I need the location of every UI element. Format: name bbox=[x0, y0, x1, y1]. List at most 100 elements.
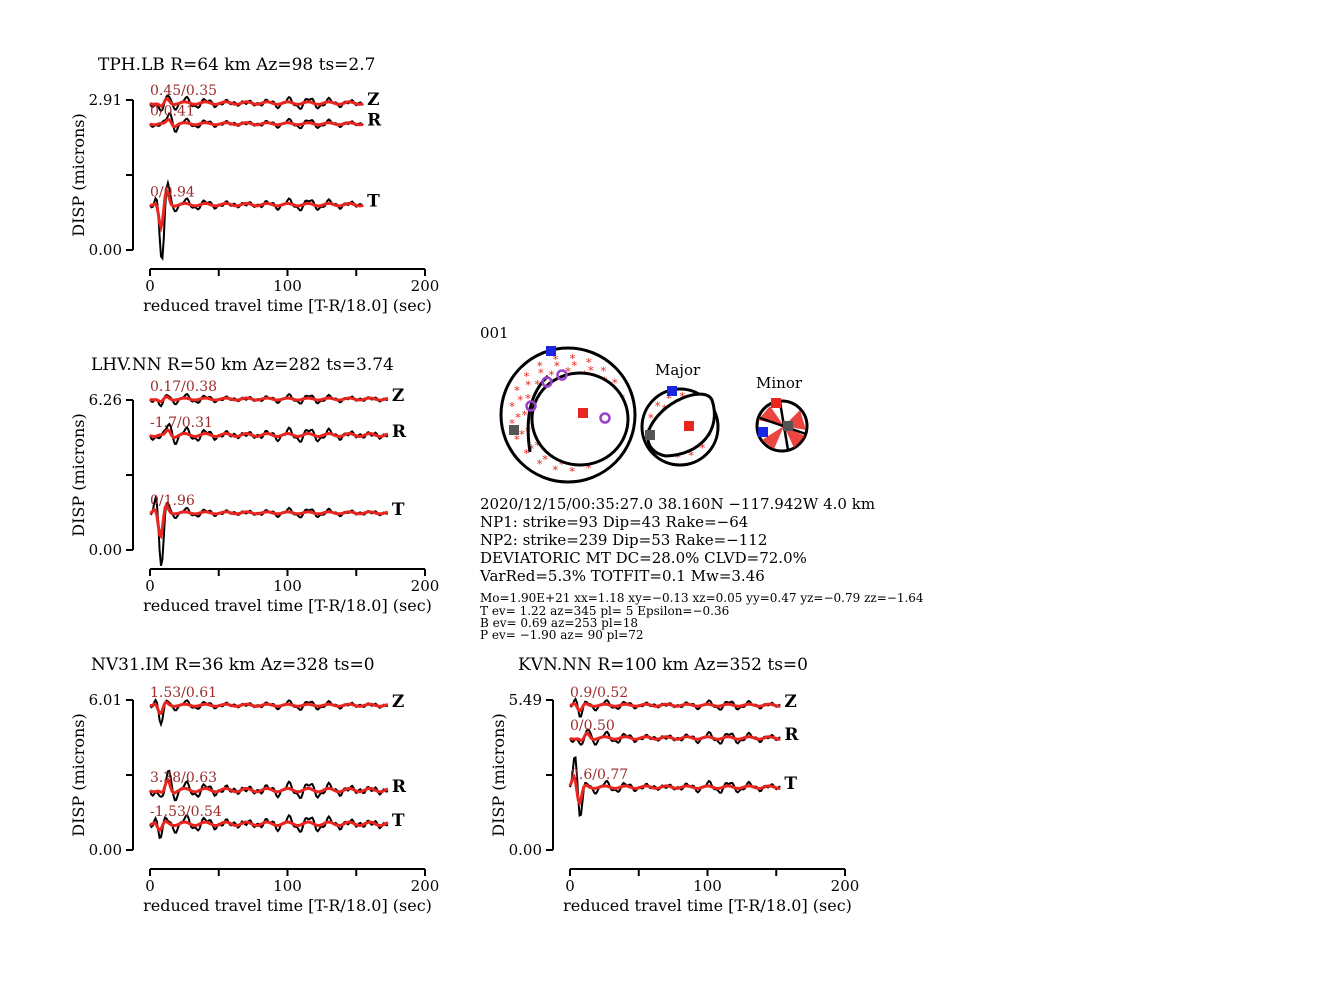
synthetic-trace-t bbox=[150, 819, 389, 833]
x-axis-label: reduced travel time [T-R/18.0] (sec) bbox=[143, 296, 432, 315]
compression-marker: * bbox=[666, 393, 672, 406]
shift-label-t: 0/1.96 bbox=[150, 493, 195, 509]
t-axis-marker bbox=[546, 346, 556, 356]
shift-label-t: -1.53/0.54 bbox=[150, 804, 222, 820]
synthetic-trace-z bbox=[149, 395, 389, 404]
shift-label-z: 1.53/0.61 bbox=[150, 685, 217, 701]
component-label-z: Z bbox=[392, 386, 404, 406]
compression-marker: * bbox=[542, 453, 548, 466]
compression-marker: * bbox=[538, 367, 544, 380]
x-tick-label: 0 bbox=[145, 277, 155, 295]
y-tick-label: 0.00 bbox=[509, 841, 542, 859]
shift-label-r: 0/0.50 bbox=[570, 718, 615, 734]
y-axis-label: DISP (microns) bbox=[69, 113, 88, 237]
compression-marker: * bbox=[514, 434, 520, 447]
x-tick-label: 100 bbox=[273, 877, 302, 895]
panel-title: KVN.NN R=100 km Az=352 ts=0 bbox=[518, 655, 808, 675]
component-label-r: R bbox=[392, 777, 407, 797]
panel-title: LHV.NN R=50 km Az=282 ts=3.74 bbox=[91, 355, 394, 375]
component-label-z: Z bbox=[784, 692, 796, 712]
major-label: Major bbox=[655, 361, 701, 379]
compression-marker: * bbox=[586, 462, 592, 475]
component-label-r: R bbox=[784, 725, 799, 745]
synthetic-trace-z bbox=[150, 700, 389, 715]
compression-marker: * bbox=[517, 394, 523, 407]
x-tick-label: 0 bbox=[565, 877, 575, 895]
compression-marker: * bbox=[675, 451, 681, 464]
y-tick-label: 6.26 bbox=[89, 391, 122, 409]
beachball-major: ************************* bbox=[640, 386, 720, 467]
compression-marker: * bbox=[588, 365, 594, 378]
y-axis-label: DISP (microns) bbox=[489, 713, 508, 837]
beachball-main: ****************************************… bbox=[499, 346, 637, 484]
x-tick-label: 200 bbox=[831, 877, 860, 895]
np2-line: NP2: strike=239 Dip=53 Rake=−112 bbox=[480, 531, 767, 549]
synthetic-trace-z bbox=[569, 702, 781, 713]
compression-marker: * bbox=[559, 459, 565, 472]
compression-marker: * bbox=[700, 442, 706, 455]
compression-marker: * bbox=[549, 369, 555, 382]
deviatoric-line: DEVIATORIC MT DC=28.0% CLVD=72.0% bbox=[480, 549, 807, 567]
np1-line: NP1: strike=93 Dip=43 Rake=−64 bbox=[480, 513, 748, 531]
component-label-z: Z bbox=[367, 90, 379, 110]
shift-label-z: 0.45/0.35 bbox=[150, 83, 217, 99]
x-axis-label: reduced travel time [T-R/18.0] (sec) bbox=[143, 596, 432, 615]
panel-title: NV31.IM R=36 km Az=328 ts=0 bbox=[91, 655, 375, 675]
x-tick-label: 0 bbox=[145, 577, 155, 595]
shift-label-r: 3.38/0.63 bbox=[150, 770, 217, 786]
compression-marker: * bbox=[688, 449, 694, 462]
synthetic-trace-t bbox=[149, 186, 364, 233]
beachball-minor bbox=[755, 398, 809, 453]
x-tick-label: 200 bbox=[411, 277, 440, 295]
b-axis-marker bbox=[509, 425, 519, 435]
compression-marker: * bbox=[648, 412, 654, 425]
compression-marker: * bbox=[524, 370, 530, 383]
x-axis-label: reduced travel time [T-R/18.0] (sec) bbox=[143, 896, 432, 915]
panel-tph-lb: TPH.LB R=64 km Az=98 ts=2.7 0.00 2.91DISP … bbox=[69, 55, 439, 315]
shift-label-z: 0.17/0.38 bbox=[150, 379, 217, 395]
component-label-r: R bbox=[392, 422, 407, 442]
component-label-z: Z bbox=[392, 692, 404, 712]
p-eigen-line: P ev= −1.90 az= 90 pl=72 bbox=[480, 628, 644, 642]
compression-marker: * bbox=[509, 417, 515, 430]
x-tick-label: 200 bbox=[411, 577, 440, 595]
panel-kvn-nn: KVN.NN R=100 km Az=352 ts=0 0.00 5.49DISP … bbox=[489, 655, 859, 915]
compression-marker: * bbox=[565, 366, 571, 379]
synthetic-trace-t bbox=[149, 502, 389, 540]
first-motion-marker bbox=[525, 400, 537, 412]
x-tick-label: 100 bbox=[273, 577, 302, 595]
compression-marker: * bbox=[569, 466, 575, 479]
b-axis-marker bbox=[645, 430, 655, 440]
component-label-t: T bbox=[784, 774, 797, 794]
synthetic-trace-r bbox=[149, 118, 364, 129]
shift-label-t: 0.6/0.77 bbox=[570, 767, 628, 783]
y-tick-label: 6.01 bbox=[89, 691, 122, 709]
synthetic-trace-z bbox=[149, 96, 364, 108]
y-axis-label: DISP (microns) bbox=[69, 413, 88, 537]
x-tick-label: 0 bbox=[145, 877, 155, 895]
synthetic-trace-t bbox=[568, 773, 781, 808]
t-axis-marker bbox=[667, 386, 677, 396]
x-tick-label: 100 bbox=[273, 277, 302, 295]
shift-label-r: 0/0.41 bbox=[150, 104, 195, 120]
compression-marker: * bbox=[509, 400, 515, 413]
compression-marker: * bbox=[525, 392, 531, 405]
compression-marker: * bbox=[535, 378, 541, 391]
compression-marker: * bbox=[572, 359, 578, 372]
x-axis-label: reduced travel time [T-R/18.0] (sec) bbox=[563, 896, 852, 915]
solution-info: 2020/12/15/00:35:27.0 38.160N −117.942W … bbox=[479, 495, 924, 642]
shift-label-r: -1.7/0.31 bbox=[150, 415, 213, 431]
component-label-t: T bbox=[367, 192, 380, 212]
run-id-label: 001 bbox=[480, 324, 509, 342]
compression-marker: * bbox=[655, 400, 661, 413]
x-tick-label: 200 bbox=[411, 877, 440, 895]
b-eigen-line: B ev= 0.69 az=253 pl=18 bbox=[480, 616, 638, 630]
x-tick-label: 100 bbox=[693, 877, 722, 895]
compression-marker: * bbox=[553, 354, 559, 367]
first-motion-marker bbox=[541, 376, 553, 388]
compression-marker: * bbox=[525, 379, 531, 392]
compression-marker: * bbox=[529, 443, 535, 456]
p-axis-marker bbox=[684, 421, 694, 431]
compression-marker: * bbox=[586, 356, 592, 369]
